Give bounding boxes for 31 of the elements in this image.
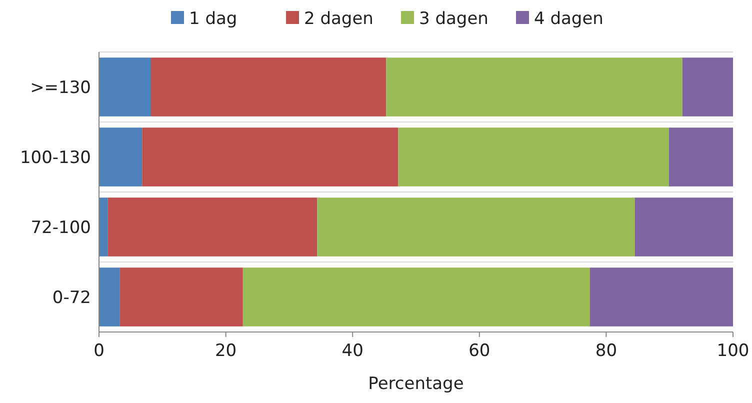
x-tick-label: 0 — [94, 341, 104, 361]
x-axis-title: Percentage — [368, 374, 464, 394]
legend-label: 2 dagen — [304, 8, 374, 29]
y-tick-label: 72-100 — [30, 218, 91, 238]
bar — [120, 268, 243, 326]
x-tick-label: 60 — [468, 341, 490, 361]
bar — [386, 58, 682, 116]
legend-label: 1 dag — [189, 8, 238, 29]
bar — [668, 128, 733, 186]
bar — [317, 198, 635, 256]
bar — [682, 58, 733, 116]
bar — [99, 128, 142, 186]
bar — [398, 128, 669, 186]
bar — [99, 268, 120, 326]
x-tick-label: 20 — [214, 341, 237, 361]
bar — [634, 198, 733, 256]
x-tick-label: 100 — [716, 341, 750, 361]
legend-label: 4 dagen — [534, 8, 604, 29]
y-tick-label: 100-130 — [20, 148, 91, 168]
bar — [99, 58, 151, 116]
bar — [150, 58, 386, 116]
x-tick-label: 40 — [342, 341, 364, 361]
y-tick-label: >=130 — [30, 78, 91, 98]
bar — [242, 268, 590, 326]
legend-label: 3 dagen — [419, 8, 488, 29]
x-tick-label: 80 — [595, 341, 618, 361]
bar — [99, 198, 108, 256]
bar — [142, 128, 398, 186]
bar — [590, 268, 733, 326]
y-tick-label: 0-72 — [52, 288, 91, 308]
bar — [108, 198, 318, 256]
